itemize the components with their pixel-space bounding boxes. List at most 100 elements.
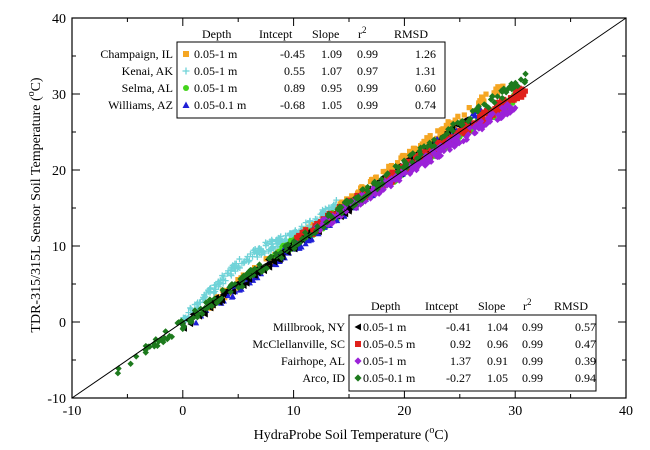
data-point	[328, 213, 335, 220]
y-axis-title-unit: C)	[29, 77, 44, 91]
legend-marker	[182, 67, 190, 75]
legend-slope: 0.95	[321, 81, 342, 95]
axis-ticks: -10 0 10 20 30 40 -10 0 10 20 30 40	[47, 12, 633, 419]
legend-r2: 0.99	[357, 98, 378, 112]
legend-depth: 0.05-1 m	[194, 47, 238, 61]
data-point	[255, 245, 262, 252]
data-point	[363, 187, 371, 194]
data-point	[430, 136, 438, 144]
data-point	[342, 203, 349, 210]
data-point	[419, 141, 425, 147]
data-point	[212, 286, 219, 293]
legend-r2: 0.99	[522, 371, 543, 385]
data-point	[455, 113, 461, 119]
data-point	[471, 112, 478, 119]
data-point	[486, 107, 492, 113]
data-point	[486, 118, 494, 125]
legend-site-label: Williams, AZ	[108, 98, 173, 112]
data-point	[215, 278, 222, 285]
data-point	[388, 166, 394, 172]
data-point	[224, 292, 231, 299]
data-point	[511, 97, 517, 103]
data-point	[290, 238, 298, 245]
x-axis-title-main: HydraProbe Soil Temperature (	[254, 428, 430, 443]
x-tick-label: 0	[179, 404, 186, 419]
x-axis-title: HydraProbe Soil Temperature (oC)	[254, 425, 449, 443]
data-point	[379, 180, 386, 187]
data-point	[298, 223, 305, 230]
data-point	[263, 265, 271, 272]
data-point	[362, 185, 368, 191]
data-point	[387, 182, 395, 190]
data-point	[347, 197, 355, 205]
data-point	[517, 76, 525, 83]
data-point	[463, 133, 470, 141]
legend-box	[176, 41, 446, 119]
legend-site-label: Selma, AL	[122, 81, 173, 95]
legend-header-r2: r2	[523, 297, 532, 313]
data-point	[341, 199, 349, 206]
data-point	[267, 253, 275, 260]
data-point	[402, 161, 410, 168]
data-point	[188, 318, 195, 326]
legend-depth: 0.05-1 m	[363, 320, 407, 334]
legend-rmsd: 0.57	[575, 320, 596, 334]
legend-site-label: Kenai, AK	[122, 64, 174, 78]
x-axis-title-degree: o	[429, 425, 434, 436]
data-point	[426, 155, 434, 162]
data-point	[161, 334, 168, 342]
data-point	[367, 195, 374, 202]
data-point	[409, 150, 417, 157]
legend-rmsd: 0.47	[575, 337, 596, 351]
data-point	[271, 259, 278, 266]
data-point	[448, 134, 454, 140]
legend-header-r2-base: r	[523, 299, 527, 313]
data-point	[440, 129, 446, 135]
data-point	[399, 153, 405, 159]
data-point	[192, 319, 200, 326]
data-point	[502, 103, 509, 110]
data-point	[453, 118, 459, 124]
data-point	[487, 110, 494, 118]
data-point	[437, 152, 445, 159]
data-point	[420, 146, 426, 152]
x-axis-title-unit: C)	[434, 428, 448, 443]
legend-r2: 0.99	[522, 320, 543, 334]
data-point	[435, 128, 441, 134]
data-point	[127, 360, 134, 368]
data-point	[298, 235, 306, 242]
legend-header-r2: r2	[358, 25, 367, 41]
legend-header-depth: Depth	[202, 27, 231, 41]
legend-slope: 0.91	[487, 354, 508, 368]
data-point	[458, 129, 465, 135]
data-point	[440, 147, 448, 155]
data-point	[427, 133, 433, 139]
data-point	[343, 197, 350, 204]
legend-header-r2-exp: 2	[362, 25, 367, 35]
legend-intercept: 1.37	[450, 354, 471, 368]
data-point	[514, 95, 520, 101]
data-point	[410, 145, 417, 151]
legend-rmsd: 1.31	[415, 64, 436, 78]
data-point	[415, 155, 423, 162]
data-point	[491, 99, 498, 106]
data-point	[114, 370, 122, 377]
legend-header-intercept: Intcept	[425, 299, 459, 313]
data-point	[282, 232, 289, 239]
data-point	[482, 121, 490, 128]
data-point	[499, 88, 506, 96]
data-point	[383, 168, 389, 175]
data-point	[239, 283, 246, 290]
legend-depth: 0.05-1 m	[194, 81, 238, 95]
data-point	[481, 101, 488, 108]
data-point	[240, 276, 247, 283]
data-point	[264, 240, 271, 247]
x-tick-label: 30	[508, 404, 522, 419]
data-point	[416, 161, 423, 168]
data-point	[494, 116, 501, 124]
data-point	[242, 272, 249, 279]
data-point	[187, 305, 195, 312]
data-point	[303, 232, 310, 240]
data-point	[478, 113, 484, 120]
y-tick-label: -10	[47, 392, 66, 407]
